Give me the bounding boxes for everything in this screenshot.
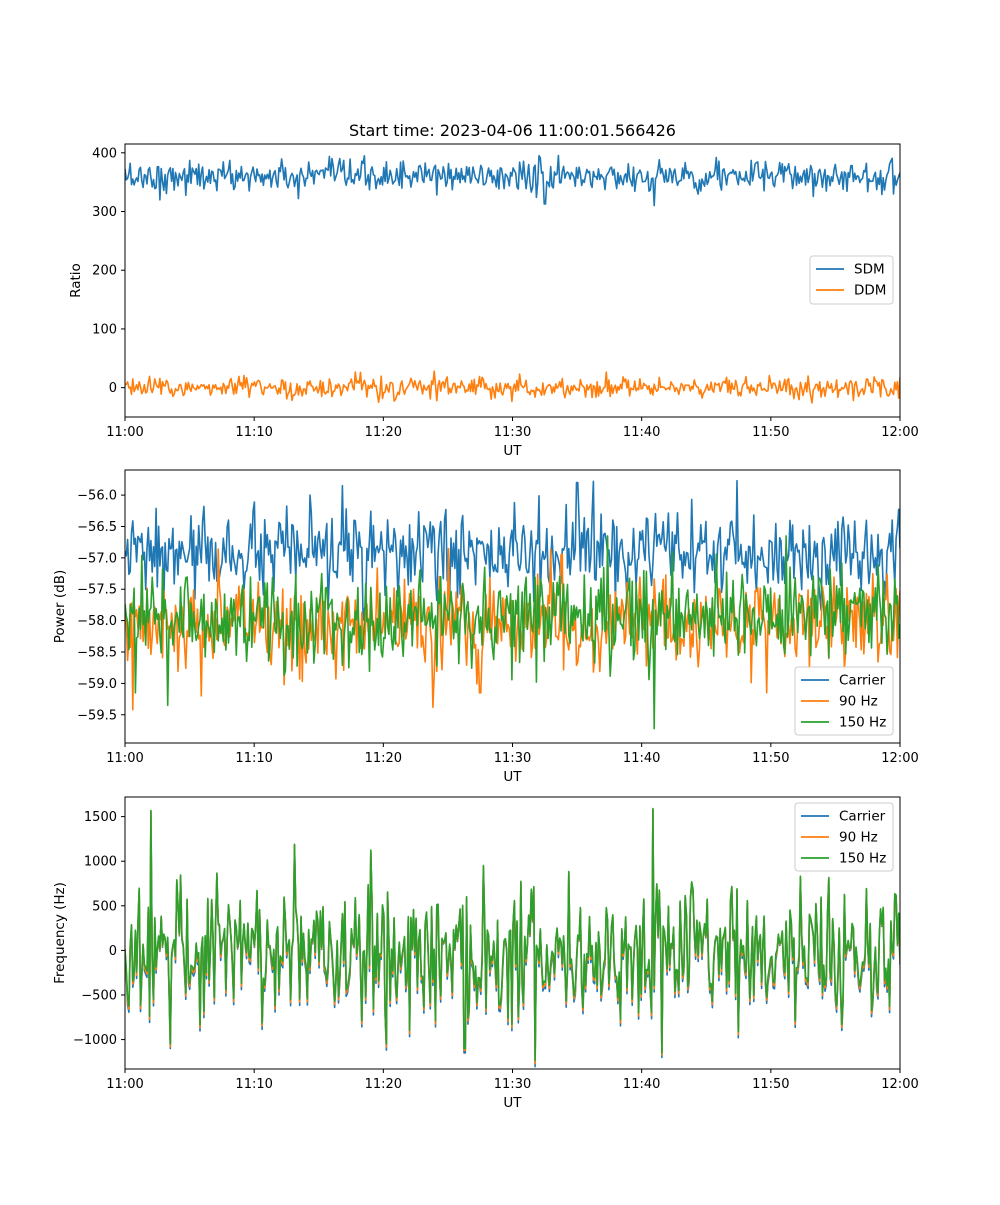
legend: SDM DDM: [809, 255, 894, 305]
x-tick-label: 11:40: [623, 751, 660, 766]
x-tick-label: 11:50: [752, 425, 789, 440]
y-tick-label: −500: [81, 988, 117, 1003]
y-tick-label: 200: [92, 264, 117, 279]
x-tick-label: 12:00: [881, 425, 918, 440]
y-tick-label: 1000: [84, 855, 117, 870]
legend-entry: SDM: [854, 262, 885, 278]
x-tick-label: 11:10: [235, 1077, 272, 1092]
x-tick-label: 11:40: [623, 1077, 660, 1092]
series-line-carrier: [125, 479, 900, 621]
y-tick-label: 0: [109, 381, 117, 396]
y-tick-label: −58.0: [77, 614, 117, 629]
x-tick-label: 11:20: [365, 425, 402, 440]
x-axis-label: UT: [503, 443, 522, 459]
legend: Carrier 90 Hz 150 Hz: [794, 666, 894, 736]
legend-entry: DDM: [854, 283, 886, 299]
y-tick-label: 1500: [84, 810, 117, 825]
x-tick-label: 12:00: [881, 1077, 918, 1092]
legend: Carrier 90 Hz 150 Hz: [794, 802, 894, 872]
x-tick-label: 11:50: [752, 751, 789, 766]
legend-box: [794, 802, 894, 872]
figure-title: Start time: 2023-04-06 11:00:01.566426: [349, 121, 676, 140]
x-tick-label: 11:30: [494, 751, 531, 766]
x-tick-label: 11:50: [752, 1077, 789, 1092]
legend-entry: 150 Hz: [839, 851, 886, 867]
y-tick-label: −57.0: [77, 551, 117, 566]
x-tick-label: 11:10: [235, 425, 272, 440]
x-tick-label: 11:40: [623, 425, 660, 440]
y-tick-label: −59.5: [77, 708, 117, 723]
x-axis-label: UT: [503, 769, 522, 785]
series-line-150-hz: [125, 807, 900, 1062]
legend-entry: Carrier: [839, 809, 886, 825]
chart-panel-2: 11:00 11:10 11:20 11:30 11:40 11:50 12:00 −59.5…: [52, 469, 919, 785]
x-tick-label: 11:30: [494, 1077, 531, 1092]
y-tick-label: −56.0: [77, 489, 117, 504]
x-tick-label: 11:20: [365, 751, 402, 766]
y-axis-label: Frequency (Hz): [52, 882, 68, 984]
series-line-ddm: [125, 370, 900, 404]
chart-panel-1: 11:00 11:10 11:20 11:30 11:40 11:50 12:00 0 100 2…: [68, 143, 919, 459]
y-tick-label: −57.5: [77, 583, 117, 598]
x-tick-label: 12:00: [881, 751, 918, 766]
legend-box: [794, 666, 894, 736]
y-axis-label: Power (dB): [52, 570, 68, 643]
series-line-sdm: [125, 154, 900, 207]
y-tick-label: 0: [109, 944, 117, 959]
x-tick-label: 11:10: [235, 751, 272, 766]
legend-entry: 150 Hz: [839, 715, 886, 731]
y-tick-label: −1000: [73, 1033, 117, 1048]
series-line-150-hz: [125, 535, 900, 730]
y-tick-label: −58.5: [77, 646, 117, 661]
x-tick-label: 11:30: [494, 425, 531, 440]
x-tick-label: 11:00: [106, 1077, 143, 1092]
y-tick-label: −59.0: [77, 677, 117, 692]
legend-box: [809, 255, 894, 305]
legend-entry: 90 Hz: [839, 694, 878, 710]
x-tick-label: 11:00: [106, 425, 143, 440]
y-tick-label: 500: [92, 899, 117, 914]
y-tick-label: −56.5: [77, 520, 117, 535]
y-tick-label: 100: [92, 322, 117, 337]
chart-panel-3: 11:00 11:10 11:20 11:30 11:40 11:50 12:00 −1000…: [52, 796, 919, 1111]
x-tick-label: 11:00: [106, 751, 143, 766]
y-axis-label: Ratio: [68, 263, 84, 298]
y-tick-label: 400: [92, 146, 117, 161]
legend-entry: 90 Hz: [839, 830, 878, 846]
x-axis-label: UT: [503, 1095, 522, 1111]
legend-entry: Carrier: [839, 673, 886, 689]
y-tick-label: 300: [92, 205, 117, 220]
x-tick-label: 11:20: [365, 1077, 402, 1092]
